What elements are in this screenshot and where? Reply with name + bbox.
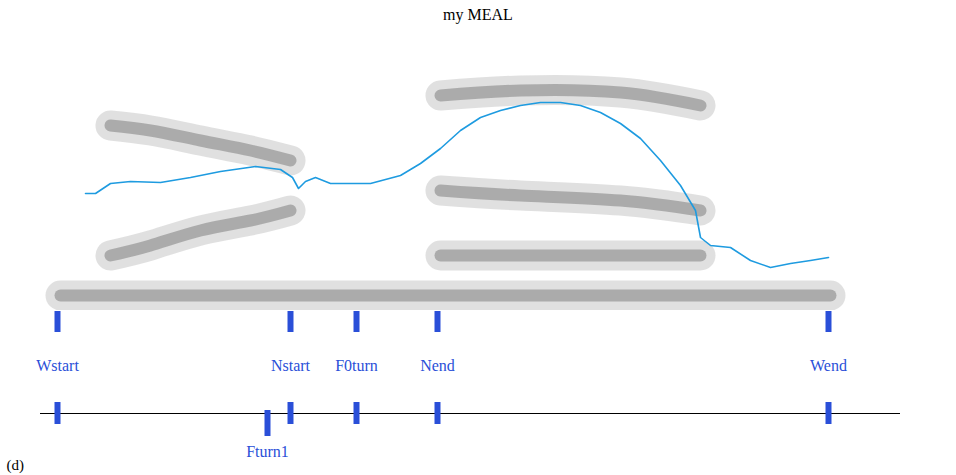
- svg-text:F0turn: F0turn: [335, 357, 378, 374]
- html-text:my MEAL: my MEAL: [443, 6, 513, 23]
- svg-text:Fturn1: Fturn1: [246, 443, 289, 460]
- svg-text:Nend: Nend: [420, 357, 455, 374]
- svg-text:Wstart: Wstart: [36, 357, 79, 374]
- svg-text:Wend: Wend: [810, 357, 847, 374]
- svg-text:(d): (d): [7, 457, 25, 474]
- svg-text:Nstart: Nstart: [271, 357, 311, 374]
